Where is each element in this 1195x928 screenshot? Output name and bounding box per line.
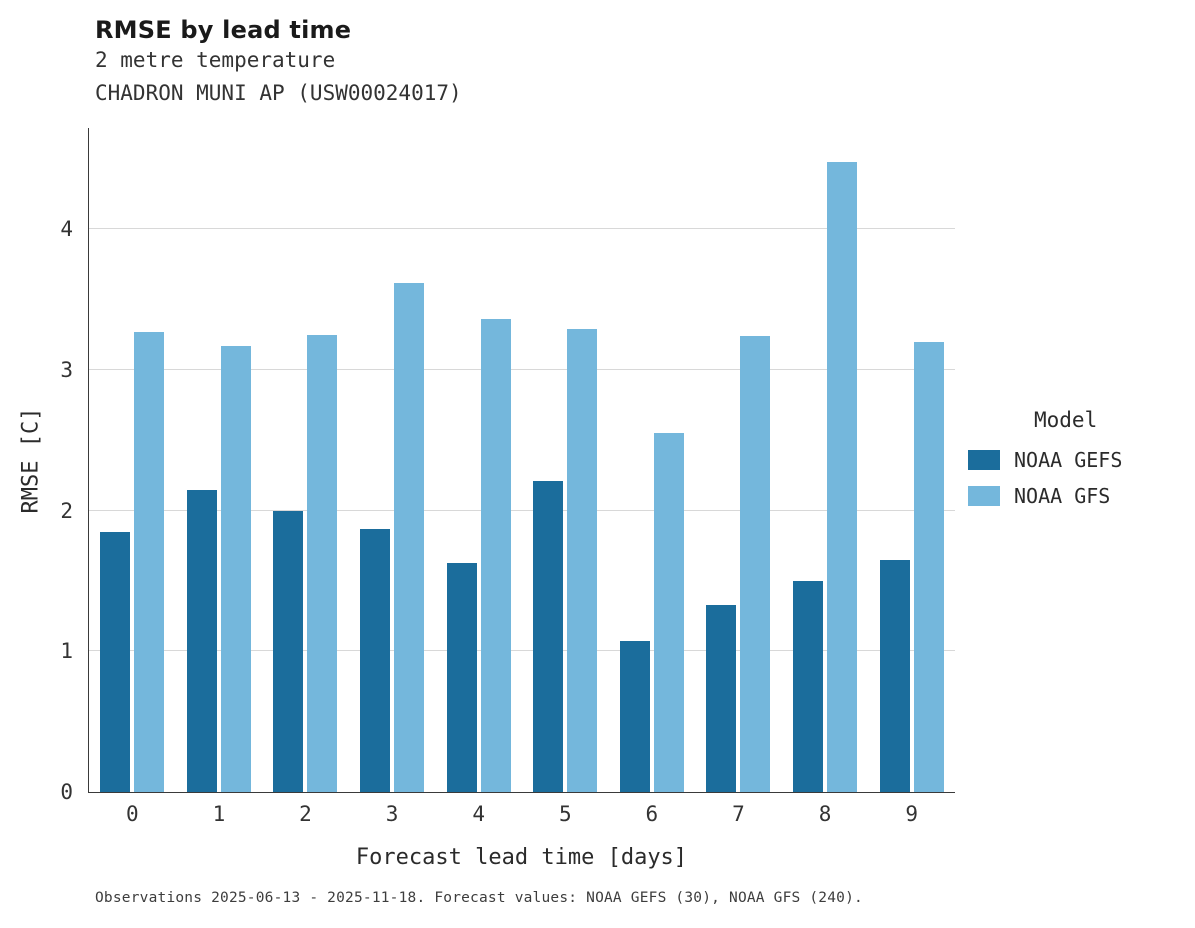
y-tick-label: 3 xyxy=(60,357,73,382)
legend-entry: NOAA GEFS xyxy=(968,448,1195,472)
bar-noaa-gfs xyxy=(220,346,251,792)
x-tick-label: 2 xyxy=(299,802,312,826)
bar-noaa-gefs xyxy=(793,580,824,792)
bar-group: 7 xyxy=(706,128,771,826)
bar-noaa-gefs xyxy=(360,528,391,792)
bar-noaa-gefs xyxy=(619,641,650,792)
legend-title: Model xyxy=(1034,408,1098,432)
legend-label: NOAA GFS xyxy=(1014,484,1111,508)
legend-entry: NOAA GFS xyxy=(968,484,1195,508)
y-tick-label: 2 xyxy=(60,498,73,523)
x-tick-label: 5 xyxy=(558,802,572,826)
bar-group: 9 xyxy=(879,128,944,826)
bar-group: 1 xyxy=(186,128,251,826)
bar-noaa-gefs xyxy=(186,489,217,792)
bar-group: 0 xyxy=(100,128,165,826)
x-tick-label: 8 xyxy=(818,802,832,826)
x-tick-label: 9 xyxy=(905,802,918,826)
chart-subtitle-variable: 2 metre temperature xyxy=(95,48,336,72)
y-tick-label: 1 xyxy=(60,639,73,664)
legend-swatch xyxy=(968,450,1000,470)
gridline xyxy=(89,650,955,652)
legend-label: NOAA GEFS xyxy=(1014,448,1123,472)
x-tick-label: 1 xyxy=(212,802,226,826)
x-tick-label: 6 xyxy=(645,802,659,826)
x-tick-label: 4 xyxy=(472,802,485,826)
legend-swatch xyxy=(968,486,1000,506)
bar-group: 4 xyxy=(446,128,511,826)
bar-group: 2 xyxy=(273,128,338,826)
y-tick-label: 4 xyxy=(60,217,73,242)
bar-noaa-gfs xyxy=(134,331,165,792)
bar-noaa-gefs xyxy=(706,604,737,792)
gridline xyxy=(89,509,955,511)
bar-group: 8 xyxy=(793,128,858,826)
bar-group: 5 xyxy=(533,128,598,826)
chart-header: RMSE by lead time 2 metre temperature CH… xyxy=(95,16,462,109)
legend: Model NOAA GEFS NOAA GFS xyxy=(968,408,1195,520)
chart-title: RMSE by lead time xyxy=(95,16,352,44)
bar-noaa-gfs xyxy=(307,334,338,792)
bar-noaa-gfs xyxy=(567,329,598,792)
x-tick-label: 3 xyxy=(385,802,399,826)
y-tick-label: 0 xyxy=(60,780,73,804)
bar-noaa-gefs xyxy=(273,510,304,792)
x-tick-label: 7 xyxy=(732,802,745,826)
bar-noaa-gfs xyxy=(653,433,684,792)
bar-noaa-gefs xyxy=(879,559,910,792)
plot-area: 0 1 2 3 4 5 6 7 8 9 0 1 2 3 4 xyxy=(60,128,955,826)
bar-group: 3 xyxy=(360,128,425,826)
chart-subtitle-station: CHADRON MUNI AP (USW00024017) xyxy=(95,80,462,105)
bar-noaa-gefs xyxy=(100,531,131,792)
bar-noaa-gfs xyxy=(827,161,858,792)
bar-noaa-gfs xyxy=(394,282,425,792)
x-tick-label: 0 xyxy=(125,802,139,826)
bar-noaa-gefs xyxy=(533,481,564,792)
bar-group: 6 xyxy=(619,128,684,826)
bar-noaa-gfs xyxy=(740,336,771,792)
bar-noaa-gefs xyxy=(446,562,477,792)
bar-noaa-gfs xyxy=(913,341,944,792)
gridline xyxy=(89,368,955,370)
bar-noaa-gfs xyxy=(480,319,511,792)
gridline xyxy=(89,228,955,230)
y-axis-title: RMSE [C] xyxy=(18,407,44,514)
bars-layer: 0 1 2 3 4 5 6 7 8 9 xyxy=(89,128,955,826)
caption-text: Observations 2025-06-13 - 2025-11-18. Fo… xyxy=(95,890,863,906)
x-axis-title: Forecast lead time [days] xyxy=(355,845,688,870)
legend-entries: NOAA GEFS NOAA GFS xyxy=(968,448,1195,508)
